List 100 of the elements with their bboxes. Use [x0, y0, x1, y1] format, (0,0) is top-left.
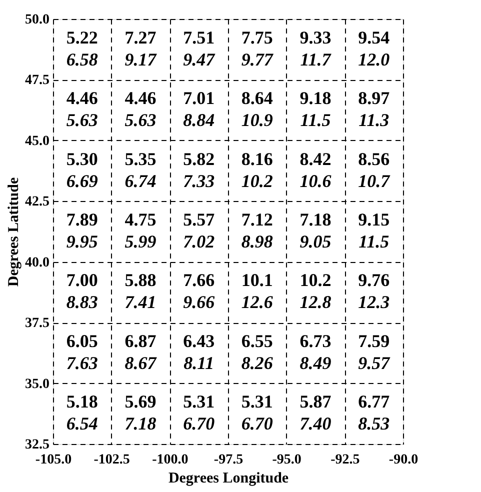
- annotation: 8.83: [66, 292, 98, 312]
- x-tick-label: -100.0: [152, 452, 188, 468]
- data-label: 5.82: [183, 148, 215, 169]
- annotation: 9.95: [66, 232, 98, 252]
- annotation: 11.3: [358, 110, 390, 130]
- data-label: 9.76: [358, 270, 390, 290]
- annotation: 6.70: [183, 414, 215, 434]
- data-label: 5.31: [183, 392, 215, 412]
- data-label: 4.46: [124, 88, 156, 108]
- data-label: 9.54: [358, 27, 390, 48]
- data-label: 8.16: [241, 148, 273, 169]
- data-label: 5.87: [300, 392, 332, 412]
- data-label: 7.18: [300, 210, 332, 230]
- x-tick-label: -92.5: [330, 452, 360, 468]
- y-tick-label: 47.5: [25, 73, 50, 88]
- data-label: 7.00: [66, 270, 98, 290]
- annotation: 7.41: [124, 292, 156, 312]
- annotation: 8.26: [241, 352, 273, 373]
- data-label: 7.75: [241, 27, 273, 48]
- annotation: 8.49: [300, 352, 332, 373]
- annotation: 8.98: [241, 232, 273, 252]
- data-label: 7.01: [183, 88, 215, 108]
- data-label: 7.66: [183, 270, 215, 290]
- annotation: 6.54: [66, 414, 98, 434]
- data-label: 5.35: [124, 148, 156, 169]
- annotation: 7.02: [183, 232, 215, 252]
- y-tick-label: 50.0: [25, 12, 50, 28]
- data-label: 9.18: [300, 88, 332, 108]
- data-label: 6.43: [183, 330, 215, 351]
- y-tick-label: 42.5: [25, 194, 50, 210]
- data-label: 5.22: [66, 27, 98, 48]
- annotation: 8.11: [184, 352, 214, 373]
- x-tick-label: -105.0: [35, 452, 72, 468]
- y-tick-label: 32.5: [25, 438, 50, 452]
- y-tick-label: 40.0: [25, 255, 50, 270]
- annotation: 7.63: [66, 352, 98, 373]
- data-label: 7.59: [358, 330, 390, 351]
- annotation: 11.7: [300, 49, 332, 70]
- annotation: 6.70: [241, 414, 273, 434]
- annotation: 10.9: [241, 110, 273, 130]
- annotation: 9.47: [183, 49, 216, 70]
- annotation: 10.6: [300, 170, 332, 191]
- annotation: 5.99: [124, 232, 156, 252]
- data-label: 5.31: [241, 392, 273, 412]
- annotation: 6.74: [124, 170, 156, 191]
- data-label: 7.89: [66, 210, 98, 230]
- annotation: 9.66: [183, 292, 215, 312]
- annotation: 10.2: [241, 170, 273, 191]
- data-label: 6.05: [66, 330, 98, 351]
- data-label: 7.27: [124, 27, 156, 48]
- annotation: 7.18: [124, 414, 156, 434]
- annotation: 9.77: [241, 49, 274, 70]
- annotation: 12.3: [358, 292, 390, 312]
- annotation: 11.5: [358, 232, 390, 252]
- annotation: 6.69: [66, 170, 98, 191]
- annotation: 9.57: [358, 352, 391, 373]
- y-tick-label: 45.0: [25, 134, 50, 149]
- data-label: 8.97: [358, 88, 390, 108]
- x-tick-label: -95.0: [272, 452, 302, 468]
- data-label: 6.73: [300, 330, 332, 351]
- data-label: 6.87: [124, 330, 156, 351]
- annotation: 6.58: [66, 49, 98, 70]
- data-label: 5.69: [124, 392, 156, 412]
- x-tick-label: -102.5: [94, 452, 130, 468]
- annotation: 7.40: [300, 414, 332, 434]
- annotation: 8.53: [358, 414, 390, 434]
- data-label: 8.42: [300, 148, 332, 169]
- x-axis-title: Degrees Longitude: [168, 470, 289, 486]
- annotation: 12.8: [300, 292, 332, 312]
- data-label: 5.18: [66, 392, 98, 412]
- annotation: 9.05: [300, 232, 332, 252]
- annotation: 7.33: [183, 170, 215, 191]
- data-label: 7.51: [183, 27, 215, 48]
- data-label: 8.64: [241, 88, 273, 108]
- x-tick-label: -90.0: [388, 452, 418, 468]
- annotation: 11.5: [300, 110, 331, 130]
- annotation: 9.17: [124, 49, 158, 70]
- y-tick-label: 35.0: [25, 376, 50, 392]
- data-label: 5.30: [66, 148, 98, 169]
- data-label: 8.56: [358, 148, 390, 169]
- data-label: 9.33: [300, 27, 332, 48]
- data-label: 4.46: [66, 88, 98, 108]
- data-label: 10.1: [241, 270, 273, 290]
- data-label: 10.2: [300, 270, 332, 290]
- annotation: 8.67: [124, 352, 158, 373]
- data-label: 9.15: [358, 210, 390, 230]
- data-label: 6.77: [358, 392, 390, 412]
- annotation: 8.84: [183, 110, 215, 130]
- annotation: 10.7: [358, 170, 391, 191]
- data-label: 6.55: [241, 330, 273, 351]
- y-tick-label: 37.5: [25, 316, 50, 332]
- y-axis-title: Degrees Latitude: [6, 177, 22, 287]
- annotation: 12.0: [358, 49, 390, 70]
- data-label: 4.75: [124, 210, 156, 230]
- data-label: 5.88: [124, 270, 156, 290]
- x-tick-label: -97.5: [214, 452, 244, 468]
- annotation: 12.6: [241, 292, 273, 312]
- data-label: 7.12: [241, 210, 273, 230]
- annotation: 5.63: [66, 110, 98, 130]
- annotation: 5.63: [124, 110, 156, 130]
